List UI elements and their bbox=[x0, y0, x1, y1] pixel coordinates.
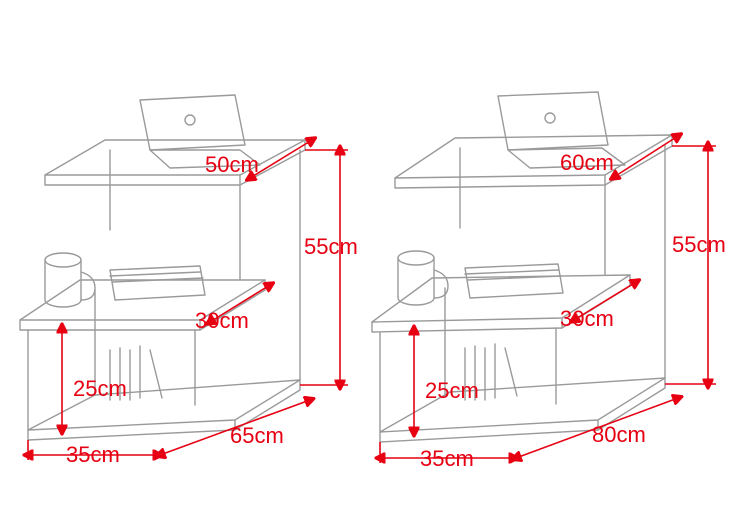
diagram-stage: 50cm 55cm 30cm 25cm 35cm 65cm 60cm 55cm … bbox=[0, 0, 755, 517]
dim-base-length-1: 65cm bbox=[230, 423, 284, 449]
dim-front-width-1: 35cm bbox=[66, 442, 120, 468]
dim-lower-height-1: 25cm bbox=[73, 376, 127, 402]
dim-total-height-2: 55cm bbox=[672, 232, 726, 258]
table-large-sketch bbox=[372, 92, 672, 442]
dim-lower-height-2: 25cm bbox=[425, 378, 479, 404]
dim-base-length-2: 80cm bbox=[592, 422, 646, 448]
dim-total-height-1: 55cm bbox=[304, 234, 358, 260]
dim-shelf-depth-1: 30cm bbox=[195, 308, 249, 334]
dim-top-depth-1: 50cm bbox=[205, 152, 259, 178]
dim-top-depth-2: 60cm bbox=[560, 150, 614, 176]
dim-shelf-depth-2: 30cm bbox=[560, 306, 614, 332]
dim-front-width-2: 35cm bbox=[420, 446, 474, 472]
